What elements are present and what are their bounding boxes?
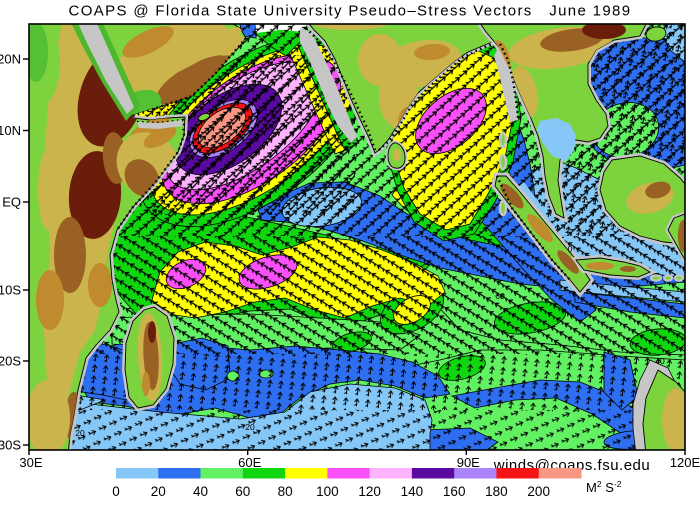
svg-text:80: 80 [278,484,293,499]
svg-text:40: 40 [193,484,208,499]
svg-text:0: 0 [568,244,573,254]
svg-text:60: 60 [495,291,505,301]
svg-text:200: 200 [527,484,550,499]
svg-text:60E: 60E [238,455,261,470]
svg-text:20: 20 [75,428,85,438]
svg-text:60: 60 [235,484,250,499]
svg-text:COAPS @ Florida State Universi: COAPS @ Florida State University Pseudo–… [69,3,632,20]
svg-text:30E: 30E [19,455,42,470]
svg-text:40: 40 [655,356,665,366]
svg-text:20: 20 [151,484,166,499]
svg-text:90E: 90E [457,455,480,470]
svg-text:60: 60 [295,235,305,245]
svg-text:30S: 30S [0,438,21,453]
svg-text:140: 140 [401,484,424,499]
svg-text:M2 S-2: M2 S-2 [586,479,622,495]
svg-text:10N: 10N [0,123,21,138]
svg-text:20: 20 [245,422,255,432]
svg-text:0: 0 [112,484,120,499]
svg-text:EQ: EQ [2,195,21,210]
svg-text:10S: 10S [0,283,21,298]
svg-text:100: 100 [316,484,339,499]
svg-text:120E: 120E [670,455,700,470]
svg-text:160: 160 [443,484,466,499]
svg-text:120: 120 [358,484,381,499]
svg-text:20N: 20N [0,52,21,67]
svg-text:180: 180 [485,484,508,499]
svg-text:20S: 20S [0,354,21,369]
